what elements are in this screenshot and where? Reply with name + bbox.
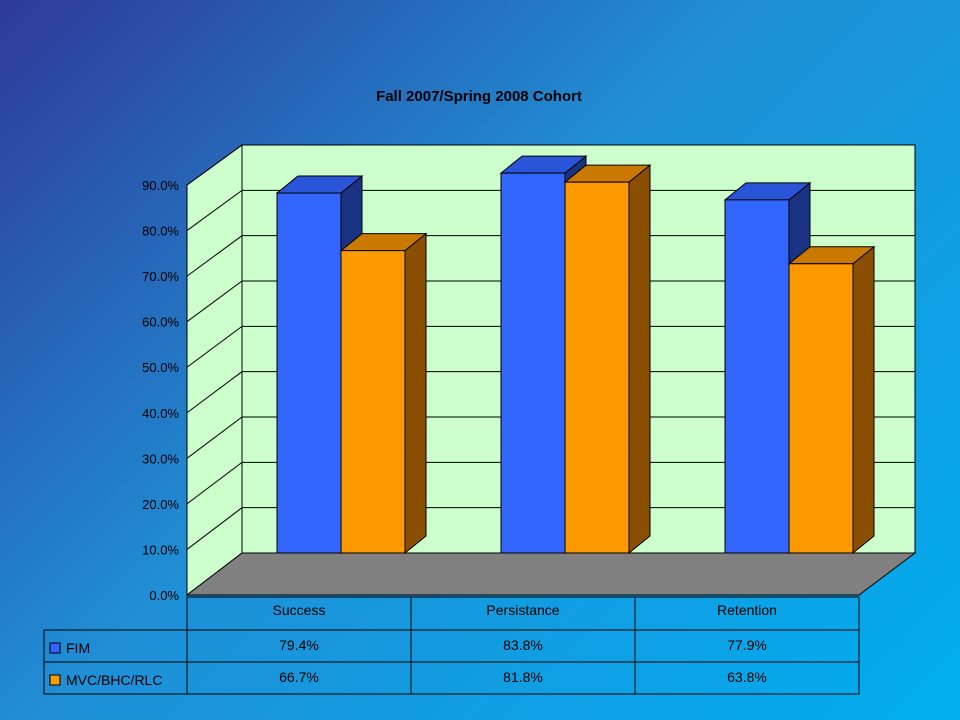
- y-axis: 0.0% 10.0% 20.0% 30.0% 40.0% 50.0% 60.0% 70.0% 8…: [142, 178, 179, 603]
- y-tick-label: 0.0%: [149, 588, 179, 603]
- bar: [339, 232, 428, 555]
- y-tick-label: 30.0%: [142, 451, 179, 466]
- y-tick-label: 60.0%: [142, 315, 179, 330]
- bar-front: [276, 192, 342, 554]
- bar-front: [500, 172, 566, 554]
- gridline: [186, 189, 915, 231]
- y-tick-label: 70.0%: [142, 269, 179, 284]
- data-label: 79.4%: [279, 637, 319, 653]
- gridline: [186, 507, 915, 550]
- data-label: 77.9%: [727, 637, 767, 653]
- y-tick-label: 90.0%: [142, 178, 179, 193]
- bar-side: [852, 245, 875, 555]
- gridline: [186, 235, 915, 277]
- data-label: 63.8%: [727, 669, 767, 685]
- gridline: [186, 371, 915, 414]
- floor: [185, 552, 917, 596]
- chart-title: Fall 2007/Spring 2008 Cohort: [376, 88, 582, 105]
- x-category-label: Persistance: [486, 602, 559, 618]
- bar-front: [340, 250, 406, 554]
- y-tick-label: 10.0%: [142, 542, 179, 557]
- bar: [787, 245, 876, 555]
- bar-front: [724, 199, 790, 554]
- data-label: 83.8%: [503, 637, 543, 653]
- bars: [275, 155, 876, 555]
- data-label: 81.8%: [503, 669, 543, 685]
- bar-side: [628, 164, 651, 555]
- gridline: [186, 280, 915, 323]
- gridline: [186, 325, 915, 368]
- x-category-label: Retention: [717, 602, 777, 618]
- y-tick-label: 20.0%: [142, 497, 179, 512]
- bar: [563, 164, 652, 555]
- y-tick-label: 50.0%: [142, 360, 179, 375]
- legend-label: MVC/BHC/RLC: [66, 672, 162, 688]
- gridline: [186, 461, 915, 505]
- gridline: [186, 416, 915, 459]
- data-label: 66.7%: [279, 669, 319, 685]
- legend-label: FIM: [66, 640, 90, 656]
- side-wall: [186, 144, 243, 597]
- y-tick-label: 40.0%: [142, 406, 179, 421]
- bar-side: [404, 232, 427, 555]
- gridline: [186, 144, 915, 186]
- y-tick-label: 80.0%: [142, 224, 179, 239]
- bar-front: [564, 181, 630, 554]
- gridlines: [186, 144, 915, 550]
- legend-swatch: [49, 674, 61, 686]
- x-category-label: Success: [273, 602, 326, 618]
- legend-swatch: [49, 642, 61, 654]
- data-table: Success Persistance Retention FIM 79.4% 83.8%…: [43, 596, 860, 695]
- bar-front: [788, 263, 854, 554]
